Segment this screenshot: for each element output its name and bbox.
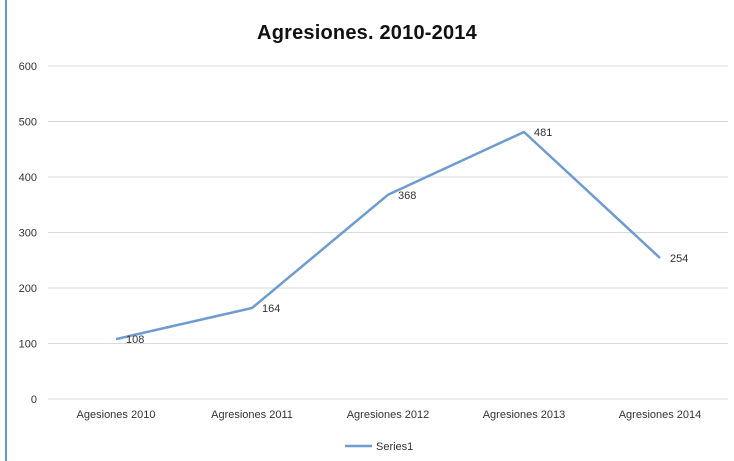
y-tick-label: 200 [19,283,37,295]
data-label: 368 [398,190,416,202]
data-label: 481 [534,127,552,139]
y-tick-label: 300 [19,228,37,240]
legend-label: Series1 [376,441,413,453]
y-tick-label: 400 [19,172,37,184]
y-tick-label: 500 [19,117,37,129]
y-tick-label: 0 [31,394,37,406]
y-tick-label: 600 [19,61,37,73]
data-label: 108 [126,334,144,346]
x-tick-label: Agesiones 2010 [77,409,156,421]
x-tick-label: Agresiones 2013 [483,409,566,421]
x-tick-label: Agresiones 2014 [619,409,702,421]
data-label: 164 [262,303,280,315]
data-label: 254 [670,253,688,265]
x-tick-label: Agresiones 2011 [211,409,293,421]
y-tick-label: 100 [19,339,37,351]
chart-title: Agresiones. 2010-2014 [257,22,477,44]
series-line [115,130,661,341]
chart-border [5,0,7,461]
x-tick-label: Agresiones 2012 [347,409,430,421]
